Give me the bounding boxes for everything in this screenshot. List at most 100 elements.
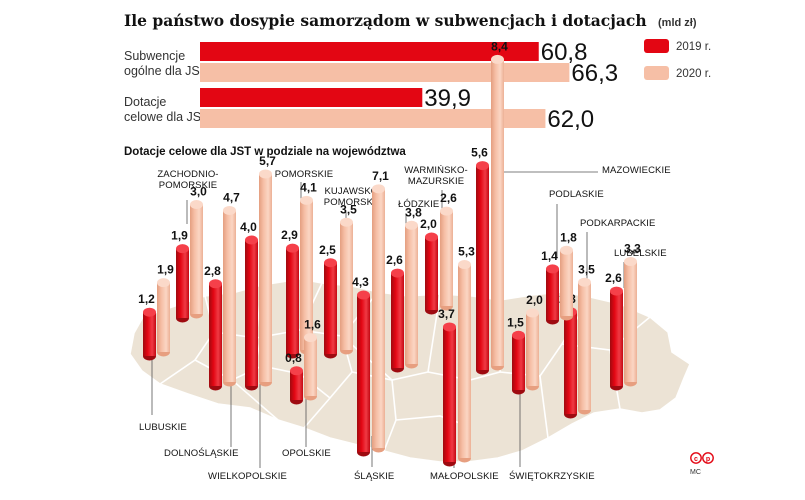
legend-label: 2019 r.: [676, 41, 711, 53]
value-label-2019: 1,9: [171, 229, 188, 243]
value-label-2020: 8,4: [491, 39, 508, 53]
category-label-line: ogólne dla JST: [124, 64, 208, 78]
column-2020: [372, 184, 385, 453]
region-group: 4,3 7,1 ŚLĄSKIE: [352, 169, 394, 482]
value-label-2020: 1,8: [560, 230, 577, 244]
map-chart-title: Dotacje celowe dla JST w podziale na woj…: [124, 146, 406, 158]
region-name-line: ŚLĄSKIE: [354, 470, 394, 482]
region-name-line: MAZURSKIE: [408, 176, 464, 187]
region-name-line: POMORSKIE: [275, 169, 333, 180]
region-group: 1,2 1,9 LUBUSKIE: [138, 263, 187, 433]
value-label-2019: 2,9: [281, 228, 298, 242]
region-name: ZACHODNIO-POMORSKIE: [157, 169, 218, 191]
value-label-2020: 7,1: [372, 169, 389, 183]
value-label-2019: 1,4: [541, 249, 558, 263]
region-name: LUBUSKIE: [139, 422, 187, 433]
category-label-line: Subwencje: [124, 49, 185, 63]
column-2019: [245, 235, 258, 391]
value-label-2019: 2,6: [605, 271, 622, 285]
value-label-2020: 3,5: [578, 262, 595, 276]
column-2019: [610, 286, 623, 391]
column-2020: [440, 206, 453, 311]
value-label-2019: 2,6: [386, 253, 403, 267]
region-group: 2,02,6 WARMIŃSKO-MAZURSKIE: [404, 165, 468, 315]
column-2019: [443, 322, 456, 467]
region-name-line: ZACHODNIO-: [157, 169, 218, 180]
region-name: ŚLĄSKIE: [354, 470, 394, 482]
region-name-line: OPOLSKIE: [282, 448, 331, 459]
hbar-2020: [200, 109, 546, 128]
column-2019: [564, 307, 577, 419]
value-label-2019: 4,0: [240, 220, 257, 234]
region-name: WARMIŃSKO-MAZURSKIE: [404, 165, 467, 187]
svg-text:p: p: [706, 456, 710, 463]
value-label-2020: 4,7: [223, 190, 240, 204]
column-2020: [340, 217, 353, 355]
region-name-line: MAŁOPOLSKIE: [430, 471, 499, 482]
region-name-line: POMORSKIE: [324, 197, 382, 208]
region-group: 1,41,8 PODLASKIE: [541, 189, 604, 325]
region-name-line: LUBUSKIE: [139, 422, 187, 433]
region-name-line: PODKARPACKIE: [580, 218, 655, 229]
column-2020: [578, 277, 591, 415]
region-name: DOLNOŚLĄSKIE: [164, 447, 239, 459]
region-name: POMORSKIE: [275, 169, 333, 180]
region-name: LUBELSKIE: [614, 248, 667, 259]
column-2019: [176, 244, 189, 323]
category-label: Dotacje celowe dla JST: [124, 95, 209, 124]
category-label-line: Dotacje: [124, 95, 166, 109]
region-name: WIELKOPOLSKIE: [208, 471, 287, 482]
column-2020: [458, 260, 471, 463]
region-group: 3,7 5,3 MAŁOPOLSKIE: [430, 245, 499, 482]
region-name: PODKARPACKIE: [580, 218, 655, 229]
value-label-2019: 0,8: [285, 351, 302, 365]
region-name-line: POMORSKIE: [159, 180, 217, 191]
category-label-line: celowe dla JST: [124, 110, 209, 124]
value-label-2019: 5,6: [471, 146, 488, 160]
value-label-2019: 4,3: [352, 275, 369, 289]
hbar-2019: [200, 42, 539, 61]
region-columns: 1,21,9LUBUSKIE1,93,0ZACHODNIO-POMORSKIE2…: [138, 39, 671, 482]
value-label-2020: 1,6: [304, 318, 321, 332]
value-label-2019: 2,8: [204, 264, 221, 278]
value-label-2020: 3,8: [405, 205, 422, 219]
region-name-line: MAZOWIECKIE: [602, 165, 671, 176]
column-2020: [560, 245, 573, 321]
region-group: 1,52,0 ŚWIĘTOKRZYSKIE: [507, 293, 595, 482]
hbar-value-label: 66,3: [571, 60, 618, 87]
value-label-2019: 2,5: [319, 243, 336, 257]
author-credit: MC: [690, 469, 701, 476]
legend: 2019 r. 2020 r.: [644, 39, 711, 80]
column-2020: [526, 308, 539, 391]
chart-title: Ile państwo dosypie samorządom w subwenc…: [124, 11, 697, 30]
column-2020: [157, 278, 170, 357]
column-2019: [143, 307, 156, 361]
legend-label: 2020 r.: [676, 68, 711, 80]
column-2020: [259, 169, 272, 387]
region-name: MAŁOPOLSKIE: [430, 471, 499, 482]
value-label-2019: 3,7: [438, 307, 455, 321]
column-2020: [190, 200, 203, 319]
column-2019: [546, 264, 559, 325]
column-2020: [624, 257, 637, 387]
region-group: 2,8 4,7 DOLNOŚLĄSKIE: [164, 190, 240, 459]
chart-title-text: Ile państwo dosypie samorządom w subwenc…: [124, 11, 647, 30]
region-name-line: DOLNOŚLĄSKIE: [164, 447, 239, 459]
value-label-2019: 1,2: [138, 292, 155, 306]
column-2020: [304, 333, 317, 401]
region-name: MAZOWIECKIE: [602, 165, 671, 176]
hbar-2019: [200, 88, 423, 107]
column-2019: [391, 268, 404, 373]
value-label-2020: 2,6: [440, 191, 457, 205]
value-label-2020: 1,9: [157, 263, 174, 277]
column-2019: [286, 243, 299, 359]
legend-swatch-2019: [644, 39, 669, 53]
region-name-line: KUJAWSKO-: [324, 186, 381, 197]
region-name: ŚWIĘTOKRZYSKIE: [509, 470, 595, 482]
category-label: Subwencje ogólne dla JST: [124, 49, 208, 78]
